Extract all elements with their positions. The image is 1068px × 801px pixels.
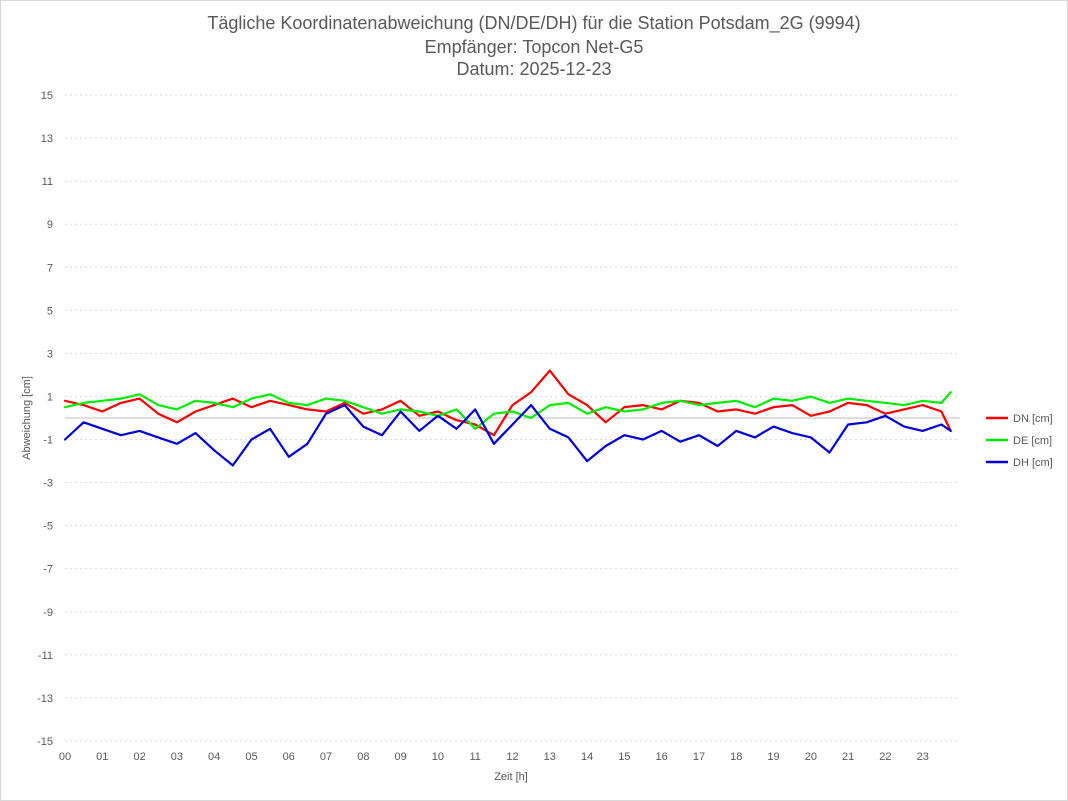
series-line <box>63 391 952 430</box>
x-tick-label: 07 <box>320 751 332 763</box>
x-tick-label: 03 <box>171 751 183 763</box>
x-tick-label: 23 <box>917 751 929 763</box>
y-tick-label: 1 <box>47 391 53 403</box>
chart-title: Tägliche Koordinatenabweichung (DN/DE/DH… <box>207 13 860 79</box>
x-tick-label: 12 <box>506 751 518 763</box>
x-tick-label: 08 <box>357 751 369 763</box>
x-tick-label: 14 <box>581 751 593 763</box>
y-tick-label: 5 <box>47 305 53 317</box>
x-tick-label: 16 <box>656 751 668 763</box>
y-tick-label: 3 <box>47 348 53 360</box>
x-axis-label: Zeit [h] <box>494 771 528 783</box>
y-tick-label: 11 <box>42 176 53 188</box>
x-tick-label: 05 <box>245 751 257 763</box>
x-tick-label: 22 <box>879 751 891 763</box>
y-tick-label: -11 <box>38 650 53 662</box>
legend-entry: DN [cm] <box>986 413 1053 425</box>
y-tick-label: -3 <box>43 478 53 490</box>
x-tick-label: 04 <box>208 751 220 763</box>
chart-title-line-2: Empfänger: Topcon Net-G5 <box>425 37 644 57</box>
legend-label: DE [cm] <box>1013 435 1052 447</box>
series-de <box>63 391 952 430</box>
legend-label: DH [cm] <box>1013 457 1053 469</box>
series-line <box>63 404 952 467</box>
chart-title-line-3: Datum: 2025-12-23 <box>456 59 611 79</box>
y-axis-label: Abweichung [cm] <box>21 376 33 460</box>
series-lines <box>63 369 952 467</box>
y-tick-label: -5 <box>43 521 53 533</box>
legend-label: DN [cm] <box>1013 413 1053 425</box>
y-tick-label: -13 <box>37 693 53 705</box>
x-tick-label: 11 <box>469 751 480 763</box>
legend-entry: DE [cm] <box>986 435 1052 447</box>
x-tick-label: 13 <box>544 751 556 763</box>
legend-entry: DH [cm] <box>986 457 1053 469</box>
y-axis-ticks: 15 13 11 9 7 5 3 1 -1 -3 -5 -7 -9 -11 -13 -15 <box>37 90 53 748</box>
x-tick-label: 02 <box>133 751 145 763</box>
x-axis-ticks: 00 01 02 03 04 05 06 07 08 09 10 11 12 13 14 15 16 17 18 19… <box>59 751 929 763</box>
x-tick-label: 19 <box>767 751 779 763</box>
y-tick-label: 15 <box>41 90 53 102</box>
x-tick-label: 17 <box>693 751 705 763</box>
x-tick-label: 00 <box>59 751 71 763</box>
x-tick-label: 10 <box>432 751 444 763</box>
y-tick-label: -9 <box>43 607 53 619</box>
x-tick-label: 15 <box>618 751 630 763</box>
series-dn <box>63 369 952 437</box>
grid-lines <box>65 94 960 742</box>
series-line <box>63 369 952 437</box>
y-tick-label: 13 <box>41 133 53 145</box>
y-tick-label: 9 <box>47 219 53 231</box>
chart-title-line-1: Tägliche Koordinatenabweichung (DN/DE/DH… <box>207 13 860 34</box>
y-tick-label: -7 <box>43 564 53 576</box>
y-tick-label: -1 <box>43 435 53 447</box>
legend: DN [cm] DE [cm] DH [cm] <box>986 413 1053 469</box>
x-tick-label: 09 <box>395 751 407 763</box>
series-dh <box>63 404 952 467</box>
x-tick-label: 18 <box>730 751 742 763</box>
x-tick-label: 06 <box>283 751 295 763</box>
x-tick-label: 01 <box>96 751 108 763</box>
y-tick-label: -15 <box>37 736 53 748</box>
x-tick-label: 21 <box>842 751 854 763</box>
y-tick-label: 7 <box>47 262 53 274</box>
x-tick-label: 20 <box>805 751 817 763</box>
